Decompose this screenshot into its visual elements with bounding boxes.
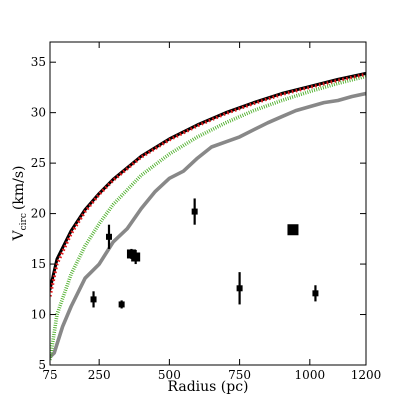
x-tick-label: 750 (228, 368, 251, 382)
series-layer (50, 71, 366, 361)
y-tick-label: 10 (31, 308, 46, 322)
data-point (191, 198, 198, 225)
point-marker (118, 301, 125, 308)
data-point (118, 300, 125, 309)
point-marker (105, 233, 112, 240)
point-marker (191, 208, 198, 215)
data-points-layer (90, 198, 319, 309)
x-tick-label: 1000 (295, 368, 326, 382)
y-axis-label-main: V (11, 229, 27, 241)
y-axis-label: Vcirc (km/s) (11, 166, 29, 242)
point-marker (287, 224, 299, 236)
y-tick-label: 30 (31, 106, 46, 120)
data-point (236, 272, 243, 305)
series-line-hatched-green (50, 74, 366, 361)
plot-frame (49, 41, 367, 366)
data-point (131, 249, 141, 265)
y-tick-label: 25 (31, 156, 46, 170)
y-axis-label-subscript: circ (19, 213, 29, 230)
x-tick-label: 500 (158, 368, 181, 382)
data-point (90, 291, 97, 308)
x-axis-label: Radius (pc) (167, 379, 248, 395)
y-axis-label-unit: (km/s) (11, 166, 27, 211)
y-tick-label: 20 (31, 207, 46, 221)
y-tick-label: 15 (31, 257, 46, 271)
data-point (312, 285, 319, 302)
series-line-solid-gray-thick (50, 91, 366, 359)
x-tick-label: 1200 (351, 368, 382, 382)
axis-ticks: 75 250 500 750 1000 1200 5 10 15 20 25 30 35 (31, 42, 382, 382)
x-tick-label: 250 (88, 368, 111, 382)
data-point (105, 224, 112, 249)
y-tick-label: 5 (38, 358, 46, 372)
point-marker (131, 252, 141, 262)
point-marker (312, 290, 319, 297)
x-tick-label: 75 (42, 368, 57, 382)
point-marker (90, 296, 97, 303)
y-tick-label: 35 (31, 55, 46, 69)
point-marker (236, 285, 243, 292)
data-point (287, 224, 299, 236)
series-line-dotted-red (50, 72, 366, 297)
